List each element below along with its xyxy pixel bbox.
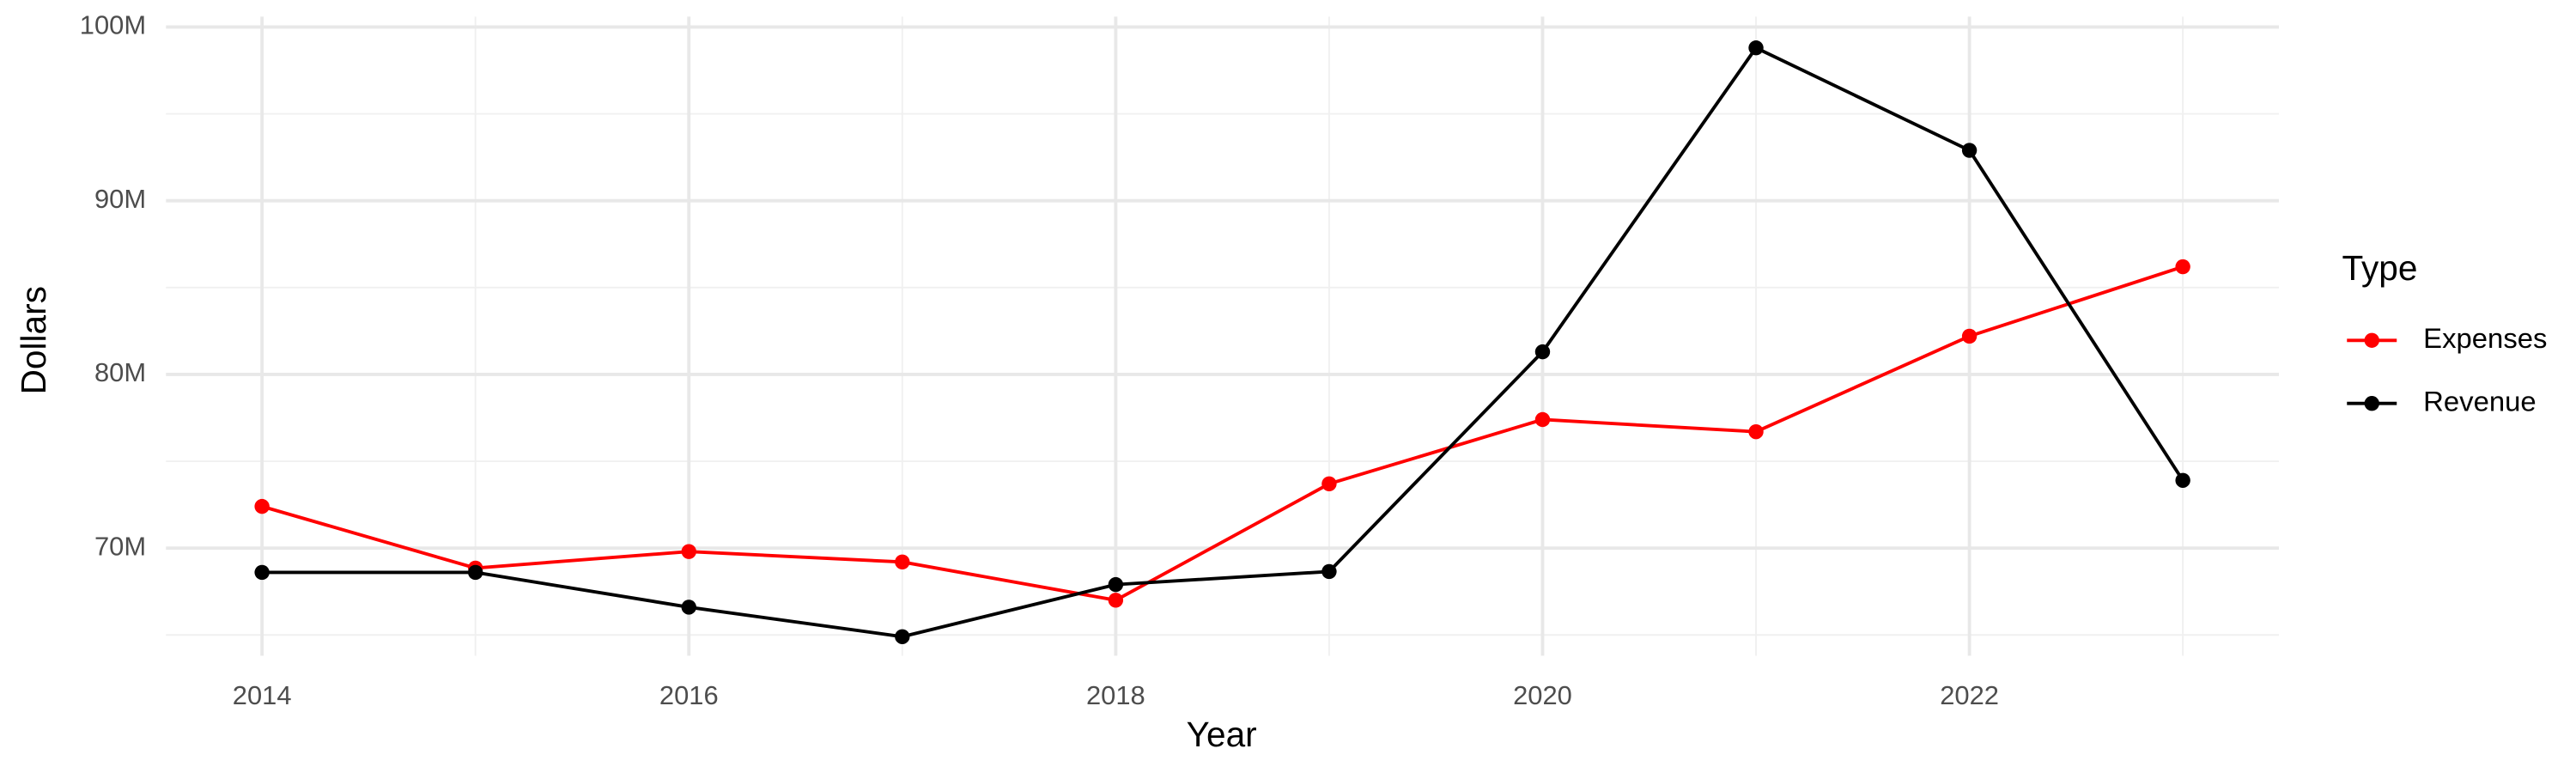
y-tick-label: 70M <box>94 531 146 561</box>
data-point <box>1321 563 1337 580</box>
data-point <box>1961 328 1978 344</box>
data-point <box>254 498 270 514</box>
data-point <box>2175 259 2190 275</box>
legend-title: Type <box>2342 248 2417 288</box>
y-tick-label: 100M <box>80 10 146 40</box>
data-point <box>1534 411 1551 428</box>
x-tick-label: 2020 <box>1513 680 1572 710</box>
legend-key-point <box>2364 332 2379 348</box>
data-point <box>468 564 483 581</box>
y-tick-label: 90M <box>94 184 146 214</box>
data-point <box>2175 472 2190 488</box>
x-tick-label: 2018 <box>1086 680 1145 710</box>
data-point <box>1961 143 1978 158</box>
data-point <box>1534 344 1551 360</box>
y-tick-label: 80M <box>94 357 146 387</box>
data-point <box>681 600 696 615</box>
legend-label: Revenue <box>2423 385 2537 417</box>
data-point <box>1321 476 1337 492</box>
x-tick-label: 2014 <box>233 680 292 710</box>
x-tick-label: 2022 <box>1940 680 1999 710</box>
legend-key-point <box>2364 396 2379 411</box>
x-axis-title: Year <box>1187 715 1257 754</box>
data-point <box>895 629 910 644</box>
series-line <box>261 265 2184 602</box>
data-point <box>1108 593 1124 608</box>
x-tick-label: 2016 <box>659 680 719 710</box>
data-point <box>254 564 270 581</box>
data-point <box>681 544 696 559</box>
y-axis-title: Dollars <box>14 286 53 394</box>
data-point <box>895 554 910 570</box>
data-point <box>1748 40 1764 56</box>
data-point <box>1108 576 1124 593</box>
legend-label: Expenses <box>2423 322 2547 354</box>
data-point <box>1748 423 1764 440</box>
series-line <box>262 46 2184 639</box>
